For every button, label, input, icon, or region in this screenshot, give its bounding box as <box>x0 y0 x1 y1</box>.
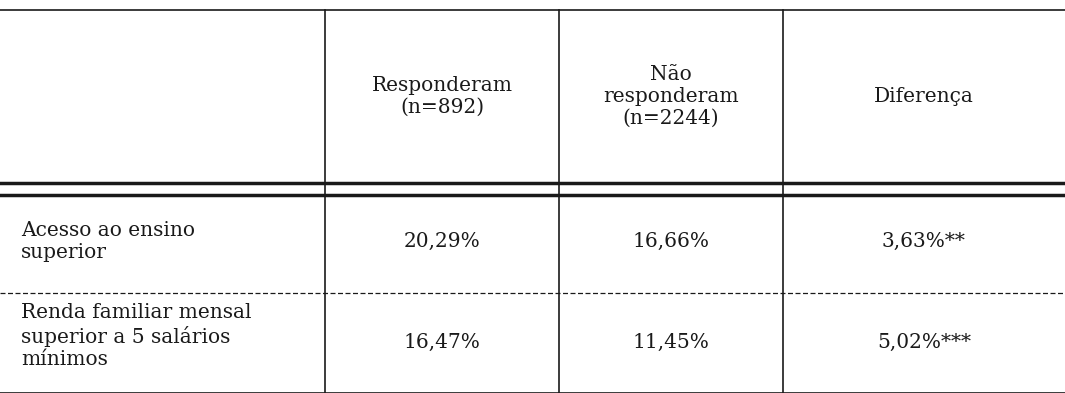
Text: 5,02%***: 5,02%*** <box>876 333 971 353</box>
Text: 3,63%**: 3,63%** <box>882 232 966 251</box>
Text: 16,47%: 16,47% <box>404 333 480 353</box>
Text: Acesso ao ensino
superior: Acesso ao ensino superior <box>21 221 195 262</box>
Text: Não
responderam
(n=2244): Não responderam (n=2244) <box>603 65 739 128</box>
Text: Responderam
(n=892): Responderam (n=892) <box>372 76 512 117</box>
Text: 20,29%: 20,29% <box>404 232 480 251</box>
Text: 11,45%: 11,45% <box>633 333 709 353</box>
Text: Renda familiar mensal
superior a 5 salários
mínimos: Renda familiar mensal superior a 5 salár… <box>21 303 251 369</box>
Text: Diferença: Diferença <box>874 87 973 106</box>
Text: 16,66%: 16,66% <box>633 232 709 251</box>
